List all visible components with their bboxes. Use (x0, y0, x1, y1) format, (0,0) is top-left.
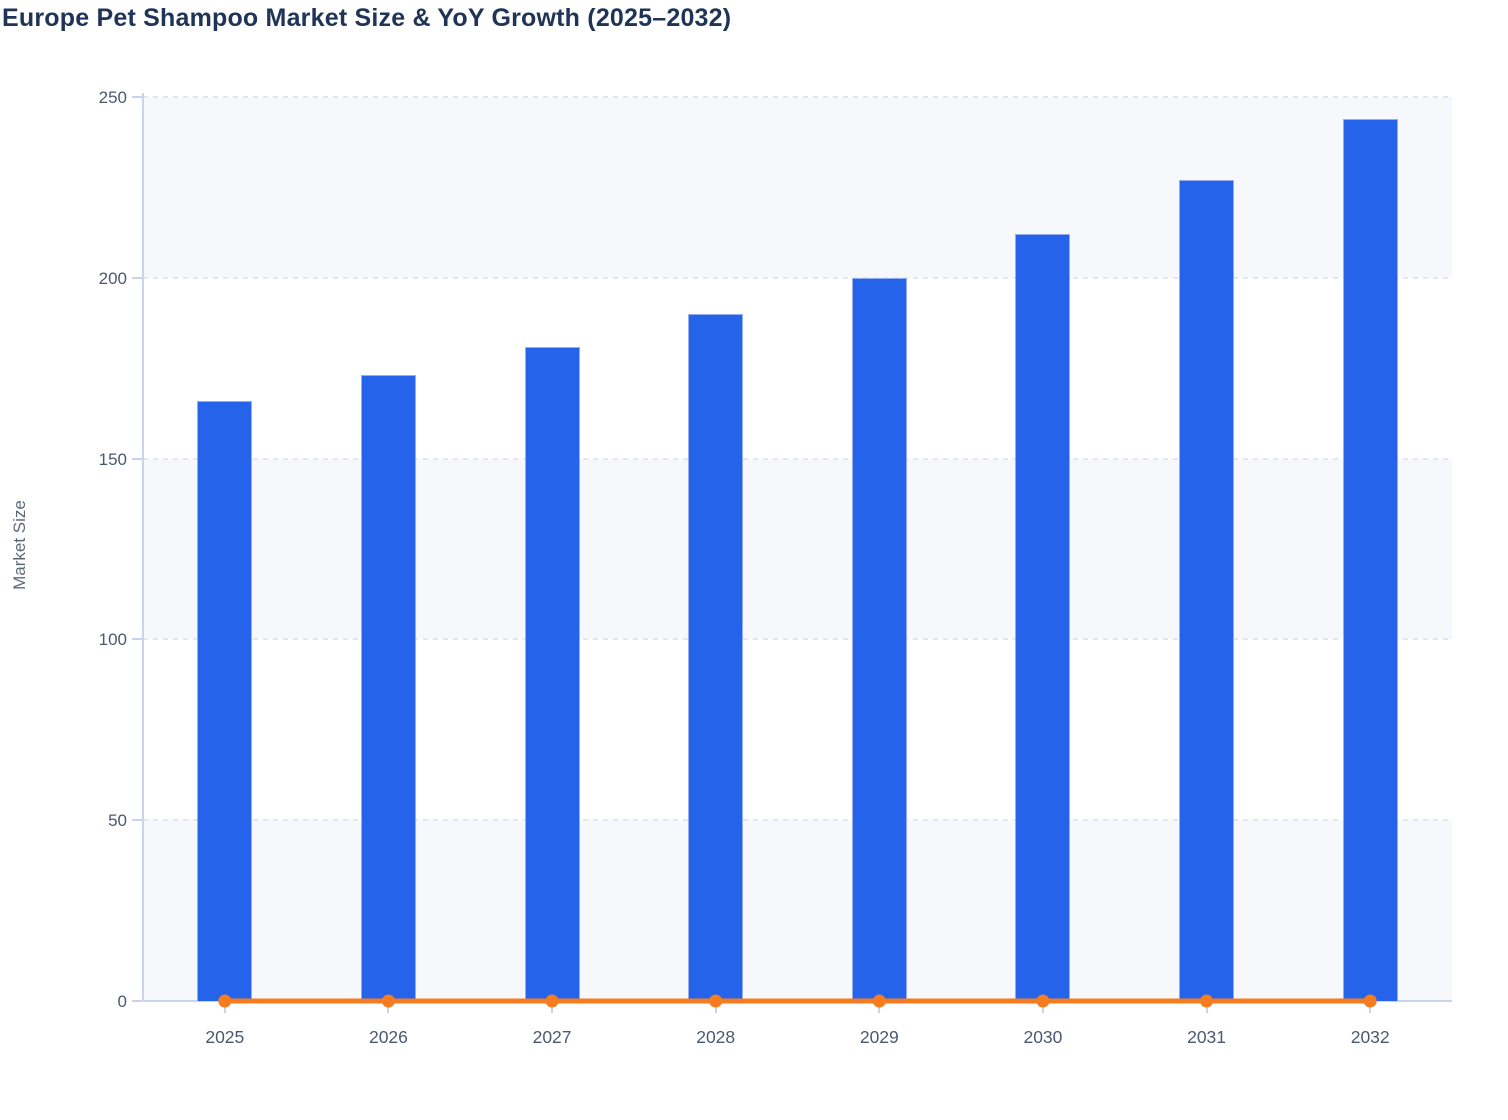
y-tick-label: 50 (108, 811, 127, 831)
bar-2025[interactable] (197, 400, 253, 1001)
x-tick-label-2030: 2030 (1023, 1027, 1063, 1047)
yoy-marker-2032[interactable] (1363, 994, 1377, 1008)
x-tick-label-2031: 2031 (1187, 1027, 1227, 1047)
x-tick-label-2028: 2028 (696, 1027, 736, 1047)
yoy-marker-2028[interactable] (709, 994, 723, 1008)
y-gridline (143, 819, 1452, 822)
y-tick-label: 200 (98, 268, 127, 288)
x-tick-label-2032: 2032 (1350, 1027, 1390, 1047)
yoy-marker-2029[interactable] (872, 994, 886, 1008)
y-gridline (143, 276, 1452, 279)
plot-area: 0 50 100 150 200 250 2025 2026 2027 2028 2029 2030 2… (99, 89, 1452, 1046)
y-tick-label: 100 (98, 630, 127, 650)
y-tick-mark (132, 96, 142, 98)
bar-2029[interactable] (851, 277, 907, 1001)
y-gridline (143, 638, 1452, 641)
bar-2027[interactable] (524, 346, 580, 1001)
y-gridline (143, 96, 1452, 98)
bar-2030[interactable] (1015, 234, 1071, 1001)
bar-2031[interactable] (1179, 180, 1235, 1001)
y-tick-mark (132, 819, 142, 822)
bar-2028[interactable] (688, 313, 744, 1001)
yoy-growth-line-layer (218, 994, 1377, 1008)
y-tick-mark (132, 457, 142, 460)
y-tick-mark (132, 638, 142, 641)
y-axis-line (142, 93, 144, 1001)
bar-2032[interactable] (1342, 118, 1398, 1001)
x-tick-label-2026: 2026 (368, 1027, 408, 1047)
yoy-marker-2027[interactable] (545, 994, 559, 1008)
yoy-marker-2025[interactable] (218, 994, 232, 1008)
y-tick-label: 150 (98, 449, 127, 469)
yoy-marker-2026[interactable] (381, 994, 395, 1008)
yoy-marker-2030[interactable] (1036, 994, 1050, 1008)
y-axis-title: Market Size (10, 500, 29, 590)
x-tick-label-2029: 2029 (859, 1027, 899, 1047)
x-tick-label-2025: 2025 (205, 1027, 245, 1047)
yoy-marker-2031[interactable] (1200, 994, 1214, 1008)
y-tick-label: 0 (117, 992, 127, 1011)
y-gridline (143, 457, 1452, 460)
y-tick-mark (132, 1000, 142, 1002)
bar-2026[interactable] (360, 375, 416, 1001)
chart-title: Europe Pet Shampoo Market Size & YoY Gro… (2, 4, 732, 32)
x-tick-label-2027: 2027 (532, 1027, 572, 1047)
y-tick-label: 250 (98, 88, 127, 107)
y-tick-mark (132, 276, 142, 279)
